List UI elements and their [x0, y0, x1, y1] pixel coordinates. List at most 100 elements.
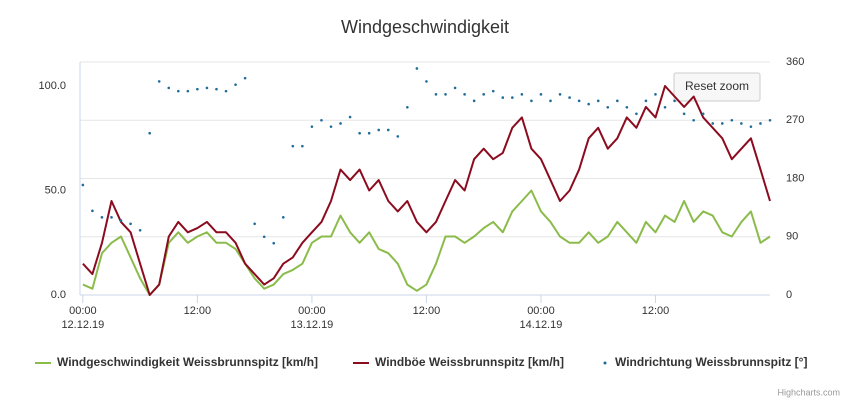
direction-point — [587, 102, 590, 106]
reset-zoom-box[interactable] — [673, 72, 761, 102]
direction-point — [157, 80, 161, 83]
direction-point — [730, 118, 734, 122]
x-tick-label: 12:00 — [184, 305, 212, 317]
y-tick-label: 50.0 — [45, 184, 66, 196]
direction-point — [682, 112, 686, 116]
direction-point — [549, 99, 552, 103]
direction-point — [320, 118, 323, 122]
direction-point — [234, 83, 237, 86]
legend-item[interactable]: Windgeschwindigkeit Weissbrunnspitz [km/… — [35, 355, 318, 369]
x-tick-label: 00:00 14.12.19 — [520, 305, 563, 331]
direction-point — [205, 86, 209, 90]
legend-label[interactable]: Windböe Weissbrunnspitz [km/h] — [375, 355, 564, 369]
direction-point — [673, 99, 676, 103]
x-tick-label: 00:00 13.12.19 — [290, 305, 333, 331]
direction-point — [253, 222, 256, 226]
direction-point — [444, 93, 447, 96]
legend-label[interactable]: Windgeschwindigkeit Weissbrunnspitz [km/… — [57, 355, 318, 369]
direction-point — [81, 183, 85, 187]
direction-point — [740, 122, 743, 125]
series-line — [82, 189, 771, 296]
x-tick-label: 12:00 — [642, 305, 670, 317]
direction-point — [530, 99, 533, 103]
direction-point — [711, 122, 715, 125]
direction-point — [520, 93, 524, 96]
direction-point — [472, 99, 476, 103]
y2-tick-label: 90 — [786, 231, 798, 243]
direction-point — [625, 106, 629, 109]
direction-point — [348, 115, 352, 119]
direction-point — [91, 209, 94, 213]
direction-point — [119, 219, 123, 222]
direction-point — [148, 131, 151, 135]
direction-point — [243, 76, 247, 80]
direction-point — [196, 87, 199, 91]
direction-point — [596, 99, 600, 103]
direction-point — [577, 99, 581, 103]
direction-point — [425, 80, 428, 83]
direction-point — [415, 67, 419, 70]
direction-point — [186, 89, 190, 93]
direction-point — [301, 144, 304, 148]
legend-item[interactable]: Windrichtung Weissbrunnspitz [°] — [603, 355, 808, 369]
x-tick-label: 00:00 12.12.19 — [61, 305, 104, 331]
direction-point — [635, 112, 638, 116]
direction-point — [501, 96, 505, 99]
direction-point — [167, 86, 171, 90]
direction-point — [482, 93, 485, 96]
reset-zoom-label[interactable]: Reset zoom — [685, 79, 749, 93]
direction-point — [224, 89, 228, 93]
y2-tick-label: 0 — [786, 289, 792, 301]
legend-item[interactable]: Windböe Weissbrunnspitz [km/h] — [353, 355, 564, 369]
y-tick-label: 100.0 — [38, 80, 66, 92]
direction-point — [129, 222, 132, 226]
direction-point — [339, 122, 342, 125]
direction-point — [463, 93, 466, 96]
direction-point — [406, 106, 409, 109]
reset-zoom[interactable]: Reset zoom — [673, 72, 761, 102]
direction-point — [511, 96, 514, 99]
direction-point — [568, 96, 571, 99]
direction-point — [558, 93, 562, 96]
direction-point — [396, 135, 400, 138]
direction-point — [329, 125, 333, 129]
direction-point — [606, 106, 610, 109]
y2-tick-label: 180 — [786, 172, 804, 184]
direction-point — [701, 112, 705, 116]
direction-point — [616, 99, 619, 103]
legend-label[interactable]: Windrichtung Weissbrunnspitz [°] — [615, 355, 807, 369]
direction-point — [215, 87, 218, 91]
direction-point — [291, 144, 295, 148]
direction-point — [176, 89, 180, 93]
direction-point — [768, 118, 772, 122]
direction-point — [692, 118, 695, 122]
direction-point — [644, 99, 648, 103]
direction-point — [491, 89, 495, 93]
direction-point — [759, 122, 762, 125]
direction-point — [281, 216, 285, 219]
direction-point — [654, 93, 657, 96]
direction-point — [720, 122, 724, 125]
direction-point — [310, 125, 314, 129]
direction-point — [386, 128, 390, 132]
direction-point — [453, 86, 457, 90]
direction-point — [272, 241, 276, 245]
direction-point — [663, 106, 667, 109]
direction-point — [100, 216, 104, 219]
direction-point — [377, 128, 381, 132]
direction-point — [138, 228, 142, 232]
direction-point — [539, 93, 543, 96]
credits[interactable]: Highcharts.com — [777, 387, 840, 397]
direction-point — [262, 235, 266, 239]
direction-point — [367, 131, 371, 135]
direction-point — [110, 216, 113, 219]
direction-point — [434, 93, 438, 96]
chart-title: Windgeschwindigkeit — [341, 17, 509, 37]
y2-tick-label: 270 — [786, 114, 804, 126]
y-tick-label: 0.0 — [51, 289, 66, 301]
series-line — [82, 85, 771, 296]
legend-symbol — [603, 361, 607, 365]
x-tick-label: 12:00 — [413, 305, 441, 317]
y2-tick-label: 360 — [786, 56, 804, 68]
